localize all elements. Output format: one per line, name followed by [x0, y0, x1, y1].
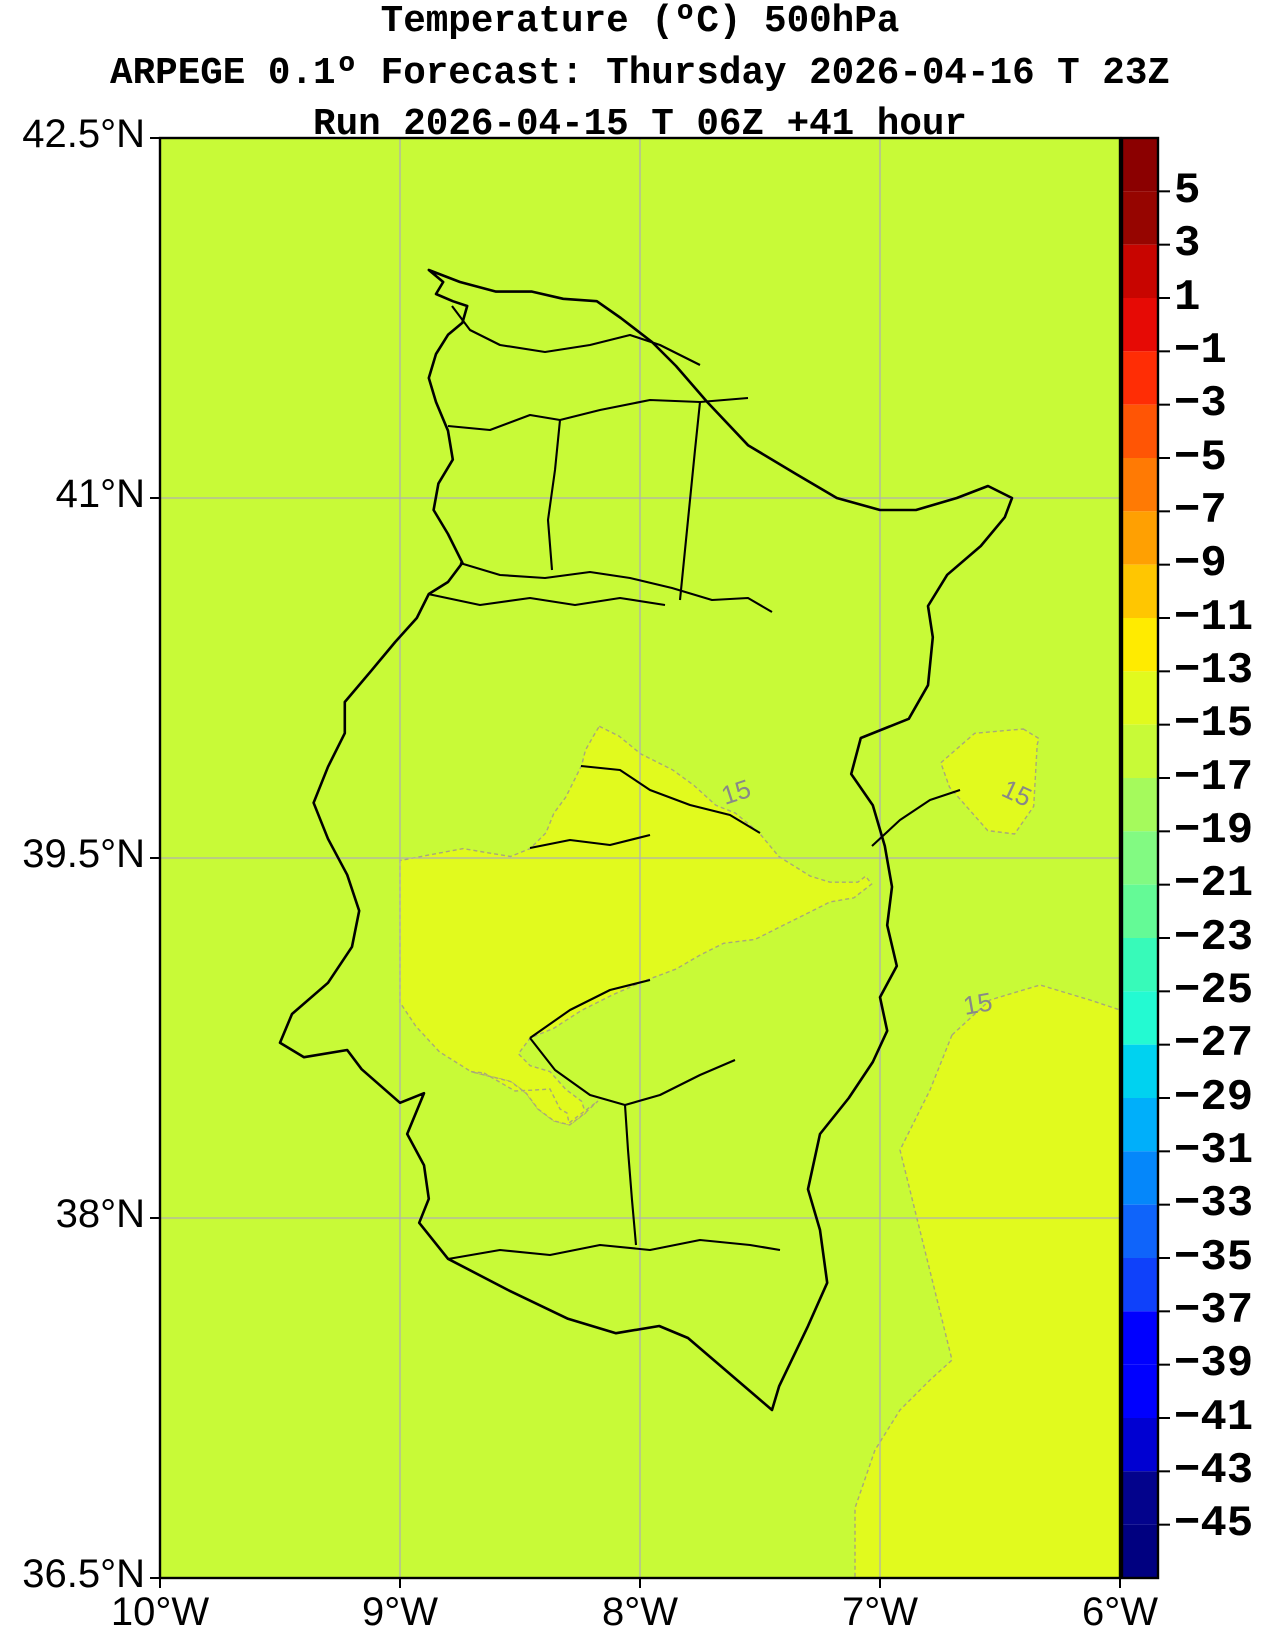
svg-text:15: 15 — [961, 986, 995, 1021]
